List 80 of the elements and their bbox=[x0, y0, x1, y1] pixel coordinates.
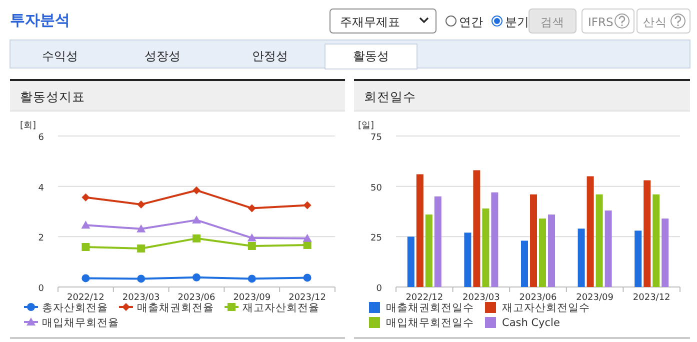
text: 활동성 bbox=[353, 49, 389, 63]
x-tick-label: 2023/03 bbox=[462, 293, 500, 303]
x-tick-label: 2023/12 bbox=[288, 293, 326, 303]
bar bbox=[644, 180, 651, 287]
y-axis-title: [회] bbox=[20, 121, 36, 131]
point bbox=[136, 224, 146, 232]
bar bbox=[473, 170, 480, 287]
text: IFRS bbox=[588, 15, 614, 29]
point bbox=[137, 274, 146, 283]
point bbox=[302, 234, 312, 242]
bar bbox=[530, 194, 537, 287]
bar bbox=[578, 228, 585, 287]
bar bbox=[586, 176, 594, 287]
y-tick-label: 75 bbox=[370, 133, 382, 143]
point bbox=[192, 273, 200, 282]
bar bbox=[539, 218, 546, 287]
chart-title: 활동성지표 bbox=[20, 89, 85, 104]
point bbox=[81, 220, 90, 229]
x-tick-label: 2022/12 bbox=[67, 293, 104, 303]
bar bbox=[604, 210, 612, 287]
bar bbox=[425, 214, 432, 287]
chart-title: 회전일수 bbox=[364, 89, 416, 104]
x-tick-label: 2023/06 bbox=[519, 293, 557, 303]
x-tick-label: 2023/09 bbox=[576, 293, 614, 303]
point bbox=[137, 244, 146, 252]
x-tick-label: 2022/12 bbox=[406, 293, 444, 303]
text: 검색 bbox=[540, 15, 564, 29]
text: 산식 bbox=[643, 15, 667, 29]
bar bbox=[434, 196, 442, 287]
text: 연간 bbox=[459, 15, 483, 29]
bar bbox=[491, 192, 498, 287]
legend-label: 총자산회전율 bbox=[42, 302, 108, 314]
point bbox=[248, 242, 256, 250]
point bbox=[303, 201, 312, 210]
bar bbox=[548, 214, 555, 287]
x-tick-label: 2023/03 bbox=[122, 293, 160, 303]
text: 성장성 bbox=[144, 49, 180, 63]
x-tick-label: 2023/09 bbox=[233, 293, 271, 303]
legend-label: 매입채무회전일수 bbox=[386, 317, 474, 329]
text: 투자분석 bbox=[10, 11, 70, 29]
text: 안정성 bbox=[252, 49, 288, 63]
x-tick-label: 2023/12 bbox=[632, 293, 670, 303]
legend-label: 매입채무회전율 bbox=[42, 317, 119, 329]
bar bbox=[482, 208, 490, 287]
y-axis-title: [일] bbox=[358, 121, 374, 131]
legend-label: 매출채권회전일수 bbox=[386, 302, 474, 314]
legend-label: Cash Cycle bbox=[502, 317, 560, 329]
y-tick-label: 2 bbox=[38, 234, 44, 244]
text: 수익성 bbox=[42, 49, 78, 63]
y-tick-label: 6 bbox=[38, 133, 44, 143]
point bbox=[248, 274, 256, 283]
bar bbox=[634, 230, 642, 287]
y-tick-label: 50 bbox=[370, 183, 382, 194]
point bbox=[137, 200, 146, 208]
x-tick-label: 2023/06 bbox=[178, 293, 216, 303]
y-tick-label: 4 bbox=[38, 183, 44, 194]
bar bbox=[662, 218, 669, 287]
point bbox=[82, 193, 90, 202]
point bbox=[82, 274, 90, 282]
bar bbox=[596, 194, 603, 287]
point bbox=[192, 234, 200, 242]
bar bbox=[652, 194, 660, 287]
text: 분기 bbox=[505, 15, 529, 29]
bar bbox=[416, 174, 424, 287]
y-tick-label: 0 bbox=[376, 284, 382, 294]
bar bbox=[521, 240, 528, 287]
select: 주재무제표 bbox=[330, 8, 436, 34]
bar bbox=[464, 232, 472, 287]
point bbox=[192, 216, 201, 224]
point bbox=[192, 186, 200, 194]
point bbox=[303, 274, 312, 282]
legend-label: 매출채권회전율 bbox=[137, 302, 214, 314]
y-tick-label: 0 bbox=[38, 284, 44, 294]
y-tick-label: 25 bbox=[370, 234, 382, 244]
point bbox=[248, 204, 256, 212]
bar bbox=[407, 236, 414, 287]
point bbox=[82, 242, 90, 251]
point bbox=[247, 233, 256, 242]
legend-label: 재고자산회전일수 bbox=[502, 302, 590, 314]
legend-label: 재고자산회전율 bbox=[242, 302, 320, 314]
